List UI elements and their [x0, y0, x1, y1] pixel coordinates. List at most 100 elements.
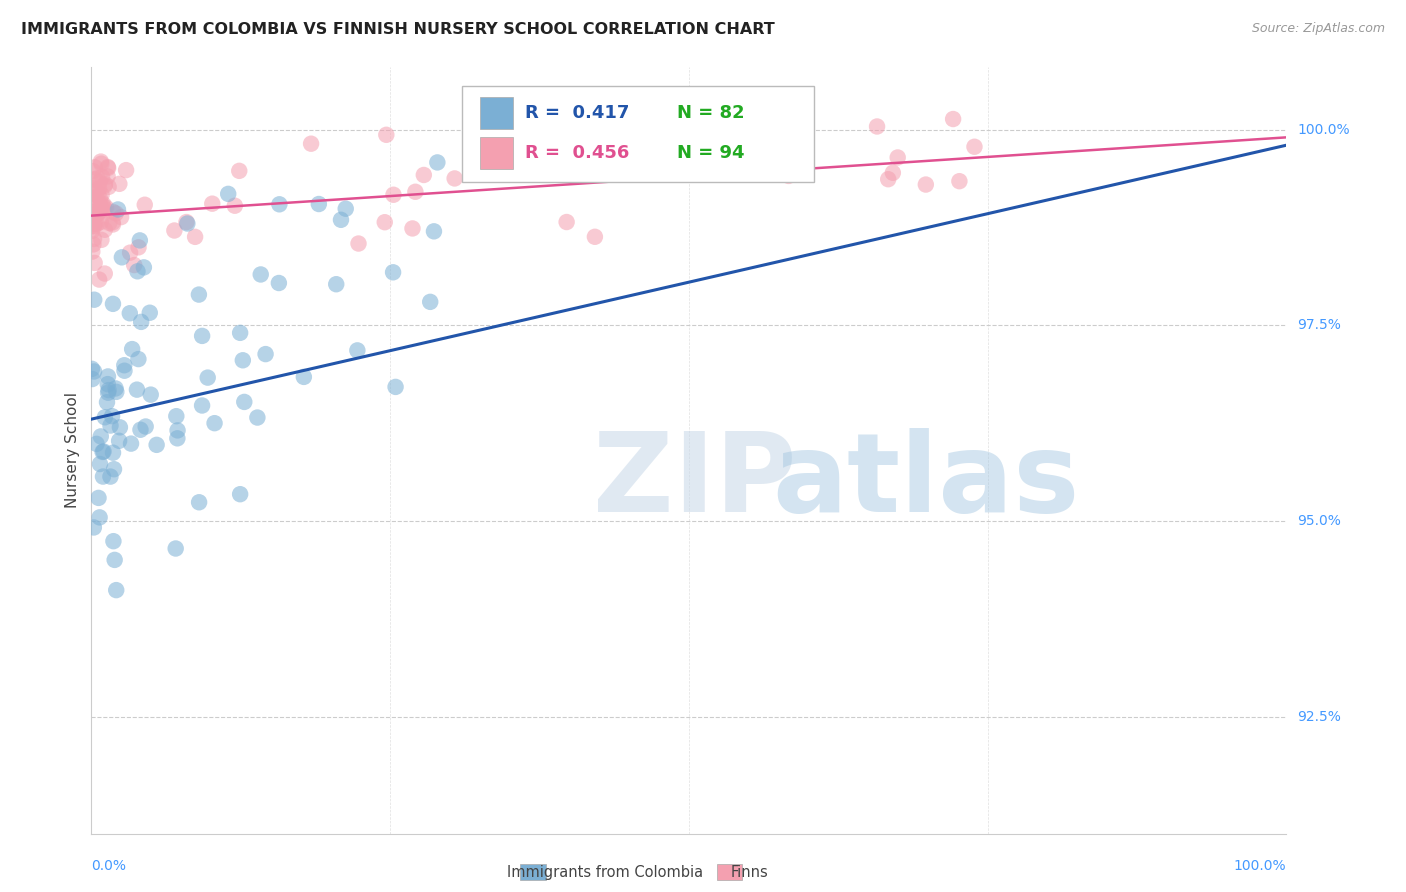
Point — [91, 198, 114, 212]
Point — [232, 353, 254, 368]
Point — [93, 444, 115, 458]
Point — [103, 534, 125, 549]
Point — [616, 149, 638, 163]
Point — [110, 210, 132, 224]
Point — [555, 215, 578, 229]
Text: Finns: Finns — [731, 865, 769, 880]
Point — [176, 215, 198, 229]
Point — [86, 437, 108, 451]
Point — [90, 215, 112, 229]
Point — [105, 384, 128, 399]
Point — [108, 434, 131, 448]
Point — [120, 436, 142, 450]
Point — [80, 224, 103, 238]
Point — [346, 343, 368, 358]
Point — [128, 240, 150, 254]
Point — [583, 229, 606, 244]
Point — [83, 199, 105, 213]
Text: 0.0%: 0.0% — [91, 859, 127, 873]
Point — [96, 395, 118, 409]
Point — [404, 185, 426, 199]
Point — [94, 223, 117, 237]
Point — [108, 420, 131, 434]
Point — [83, 293, 105, 307]
Point — [737, 138, 759, 153]
Point — [914, 178, 936, 192]
Point — [139, 306, 162, 320]
Point — [91, 169, 114, 184]
Point — [101, 215, 124, 229]
Point — [87, 491, 110, 505]
Point — [423, 224, 446, 238]
Point — [129, 315, 152, 329]
Text: N = 94: N = 94 — [678, 144, 745, 161]
Point — [97, 169, 120, 184]
Point — [229, 326, 252, 340]
Point — [90, 233, 112, 247]
Point — [658, 138, 681, 153]
Point — [942, 112, 965, 126]
Point — [118, 306, 141, 320]
Point — [163, 223, 186, 237]
Point — [267, 276, 290, 290]
Point — [191, 399, 214, 413]
Point — [94, 410, 117, 425]
Point — [83, 520, 105, 534]
Point — [382, 187, 405, 202]
Point — [90, 429, 112, 443]
Point — [104, 381, 127, 395]
Point — [550, 167, 572, 181]
Text: atlas: atlas — [772, 427, 1080, 534]
Text: 92.5%: 92.5% — [1298, 710, 1341, 723]
Point — [89, 200, 111, 214]
Point — [86, 171, 108, 186]
Point — [98, 216, 121, 230]
Point — [89, 175, 111, 189]
Point — [228, 164, 250, 178]
Point — [426, 155, 449, 169]
Point — [866, 120, 889, 134]
Text: IMMIGRANTS FROM COLOMBIA VS FINNISH NURSERY SCHOOL CORRELATION CHART: IMMIGRANTS FROM COLOMBIA VS FINNISH NURS… — [21, 22, 775, 37]
Point — [83, 232, 105, 246]
Point — [82, 181, 104, 195]
Point — [97, 385, 120, 400]
Point — [84, 208, 107, 222]
Text: 97.5%: 97.5% — [1298, 318, 1341, 332]
Point — [374, 215, 396, 229]
Point — [97, 369, 120, 384]
Point — [80, 205, 103, 219]
Point — [127, 264, 149, 278]
Point — [246, 410, 269, 425]
Y-axis label: Nursery School: Nursery School — [65, 392, 80, 508]
Point — [204, 416, 226, 430]
Point — [330, 212, 353, 227]
Point — [94, 177, 117, 191]
Bar — [479, 136, 513, 169]
Point — [443, 171, 465, 186]
Point — [89, 510, 111, 524]
Point — [115, 163, 138, 178]
Point — [80, 214, 103, 228]
Point — [176, 217, 198, 231]
Text: R =  0.417: R = 0.417 — [526, 104, 630, 122]
Point — [87, 181, 110, 195]
Point — [80, 361, 103, 376]
Point — [254, 347, 277, 361]
Text: Source: ZipAtlas.com: Source: ZipAtlas.com — [1251, 22, 1385, 36]
Point — [86, 191, 108, 205]
Point — [101, 218, 124, 232]
Point — [82, 164, 104, 178]
Point — [90, 156, 112, 170]
Point — [299, 136, 322, 151]
Point — [129, 423, 152, 437]
Point — [83, 364, 105, 378]
Point — [101, 446, 124, 460]
Text: N = 82: N = 82 — [678, 104, 745, 122]
Point — [335, 202, 357, 216]
Point — [87, 188, 110, 202]
Point — [165, 409, 187, 424]
Point — [100, 418, 122, 433]
Point — [139, 387, 162, 401]
Point — [86, 217, 108, 231]
Point — [101, 297, 124, 311]
